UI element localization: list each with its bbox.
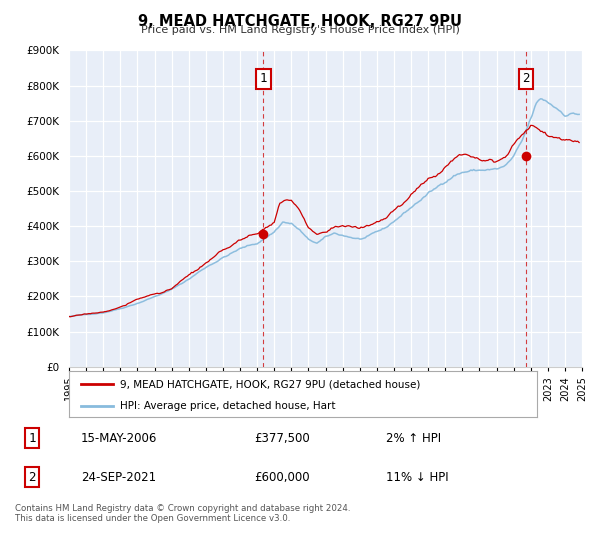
- Text: Price paid vs. HM Land Registry's House Price Index (HPI): Price paid vs. HM Land Registry's House …: [140, 25, 460, 35]
- Text: £600,000: £600,000: [254, 471, 310, 484]
- Text: 9, MEAD HATCHGATE, HOOK, RG27 9PU: 9, MEAD HATCHGATE, HOOK, RG27 9PU: [138, 14, 462, 29]
- Text: HPI: Average price, detached house, Hart: HPI: Average price, detached house, Hart: [121, 401, 336, 410]
- Text: 9, MEAD HATCHGATE, HOOK, RG27 9PU (detached house): 9, MEAD HATCHGATE, HOOK, RG27 9PU (detac…: [121, 379, 421, 389]
- Text: 11% ↓ HPI: 11% ↓ HPI: [386, 471, 449, 484]
- Text: 2: 2: [28, 471, 36, 484]
- Text: 1: 1: [260, 72, 267, 85]
- Text: 15-MAY-2006: 15-MAY-2006: [81, 432, 157, 445]
- Text: Contains HM Land Registry data © Crown copyright and database right 2024.
This d: Contains HM Land Registry data © Crown c…: [15, 504, 350, 524]
- Text: 2: 2: [523, 72, 530, 85]
- Text: 24-SEP-2021: 24-SEP-2021: [81, 471, 156, 484]
- Text: £377,500: £377,500: [254, 432, 310, 445]
- Text: 1: 1: [28, 432, 36, 445]
- Text: 2% ↑ HPI: 2% ↑ HPI: [386, 432, 442, 445]
